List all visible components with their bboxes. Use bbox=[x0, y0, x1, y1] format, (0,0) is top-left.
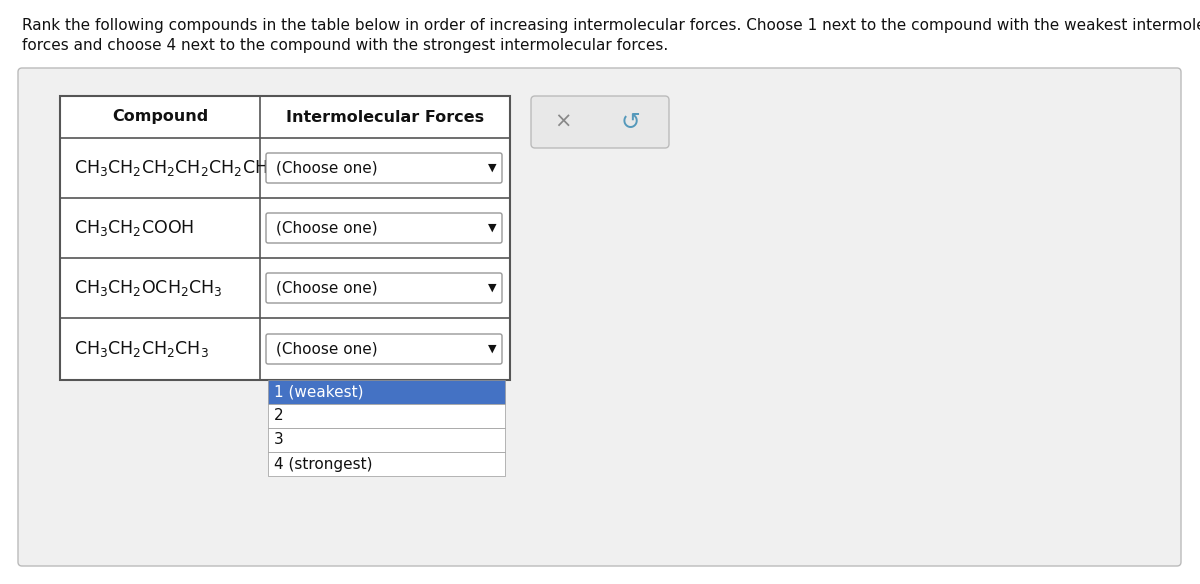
Text: 1 (weakest): 1 (weakest) bbox=[274, 384, 364, 399]
Text: CH$_3$CH$_2$OCH$_2$CH$_3$: CH$_3$CH$_2$OCH$_2$CH$_3$ bbox=[74, 278, 223, 298]
Text: 3: 3 bbox=[274, 433, 283, 447]
FancyBboxPatch shape bbox=[530, 96, 670, 148]
Text: (Choose one): (Choose one) bbox=[276, 161, 378, 176]
Bar bbox=[268, 404, 505, 428]
Text: (Choose one): (Choose one) bbox=[276, 280, 378, 296]
Text: (Choose one): (Choose one) bbox=[276, 221, 378, 235]
Text: CH$_3$CH$_2$COOH: CH$_3$CH$_2$COOH bbox=[74, 218, 194, 238]
FancyBboxPatch shape bbox=[266, 334, 502, 364]
Text: ▼: ▼ bbox=[487, 344, 497, 354]
Text: Compound: Compound bbox=[112, 110, 208, 124]
Text: ▼: ▼ bbox=[487, 163, 497, 173]
Bar bbox=[268, 452, 505, 476]
Text: forces and choose 4 next to the compound with the strongest intermolecular force: forces and choose 4 next to the compound… bbox=[22, 38, 668, 53]
Text: ▼: ▼ bbox=[487, 283, 497, 293]
Bar bbox=[60, 96, 510, 380]
FancyBboxPatch shape bbox=[266, 153, 502, 183]
FancyBboxPatch shape bbox=[18, 68, 1181, 566]
Text: Rank the following compounds in the table below in order of increasing intermole: Rank the following compounds in the tabl… bbox=[22, 18, 1200, 33]
Text: (Choose one): (Choose one) bbox=[276, 342, 378, 356]
Bar bbox=[268, 380, 505, 404]
Text: ↺: ↺ bbox=[620, 110, 640, 134]
Text: 2: 2 bbox=[274, 408, 283, 423]
FancyBboxPatch shape bbox=[266, 273, 502, 303]
Bar bbox=[60, 96, 510, 380]
Text: Intermolecular Forces: Intermolecular Forces bbox=[286, 110, 484, 124]
Text: ▼: ▼ bbox=[487, 223, 497, 233]
FancyBboxPatch shape bbox=[266, 213, 502, 243]
Text: ×: × bbox=[554, 112, 571, 132]
Text: CH$_3$CH$_2$CH$_2$CH$_2$CH$_2$CH$_3$: CH$_3$CH$_2$CH$_2$CH$_2$CH$_2$CH$_3$ bbox=[74, 158, 276, 178]
Bar bbox=[268, 428, 505, 452]
Text: 4 (strongest): 4 (strongest) bbox=[274, 457, 372, 471]
Text: CH$_3$CH$_2$CH$_2$CH$_3$: CH$_3$CH$_2$CH$_2$CH$_3$ bbox=[74, 339, 209, 359]
